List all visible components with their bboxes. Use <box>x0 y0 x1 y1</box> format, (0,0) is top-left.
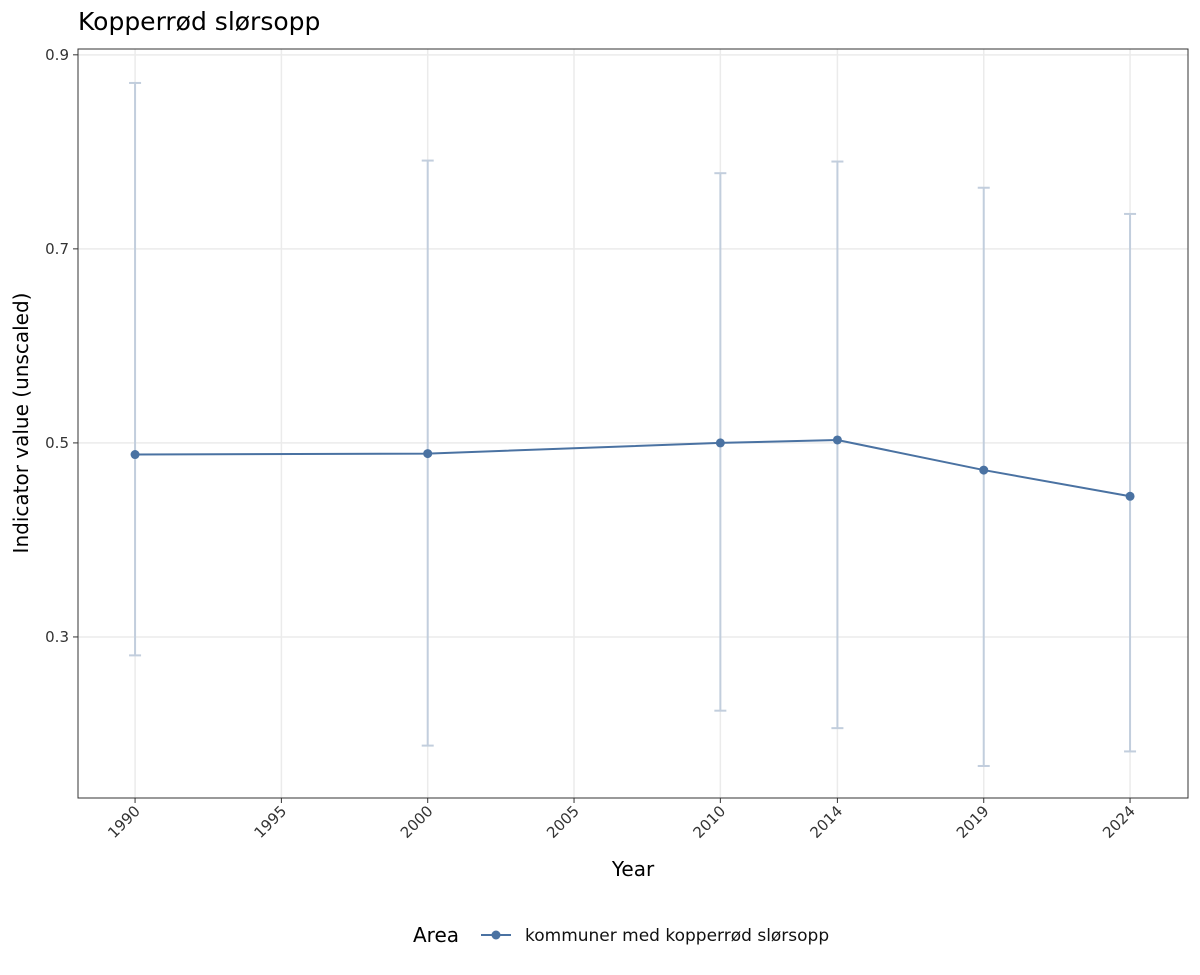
y-tick-label: 0.7 <box>45 240 69 258</box>
x-axis-label: Year <box>611 857 655 881</box>
point <box>423 449 433 459</box>
x-tick-label: 2000 <box>397 802 437 842</box>
x-tick-label: 2005 <box>543 802 583 842</box>
x-tick-label: 2024 <box>1099 802 1139 842</box>
y-tick-label: 0.9 <box>45 46 69 64</box>
legend-label: kommuner med kopperrød slørsopp <box>525 926 829 946</box>
y-axis-label: Indicator value (unscaled) <box>9 293 33 554</box>
point <box>1125 491 1135 501</box>
x-tick-label: 2014 <box>807 802 847 842</box>
error-bar <box>831 160 844 730</box>
y-tick-label: 0.5 <box>45 434 69 452</box>
x-tick-label: 1995 <box>250 802 290 842</box>
x-tick-label: 1990 <box>104 802 144 842</box>
plot-border <box>77 48 1189 799</box>
point <box>979 465 989 475</box>
legend-key-point <box>491 930 501 940</box>
series-line <box>135 438 1131 498</box>
y-tick-label: 0.3 <box>45 628 69 646</box>
error-bar <box>129 81 142 657</box>
error-bar <box>1124 212 1137 753</box>
error-bar <box>977 186 990 767</box>
point <box>130 450 140 460</box>
point <box>832 435 842 445</box>
chart-title: Kopperrød slørsopp <box>78 7 320 36</box>
x-tick-label: 2019 <box>953 802 993 842</box>
x-tick-label: 2010 <box>689 802 729 842</box>
point <box>715 438 725 448</box>
legend-title: Area <box>413 923 459 947</box>
